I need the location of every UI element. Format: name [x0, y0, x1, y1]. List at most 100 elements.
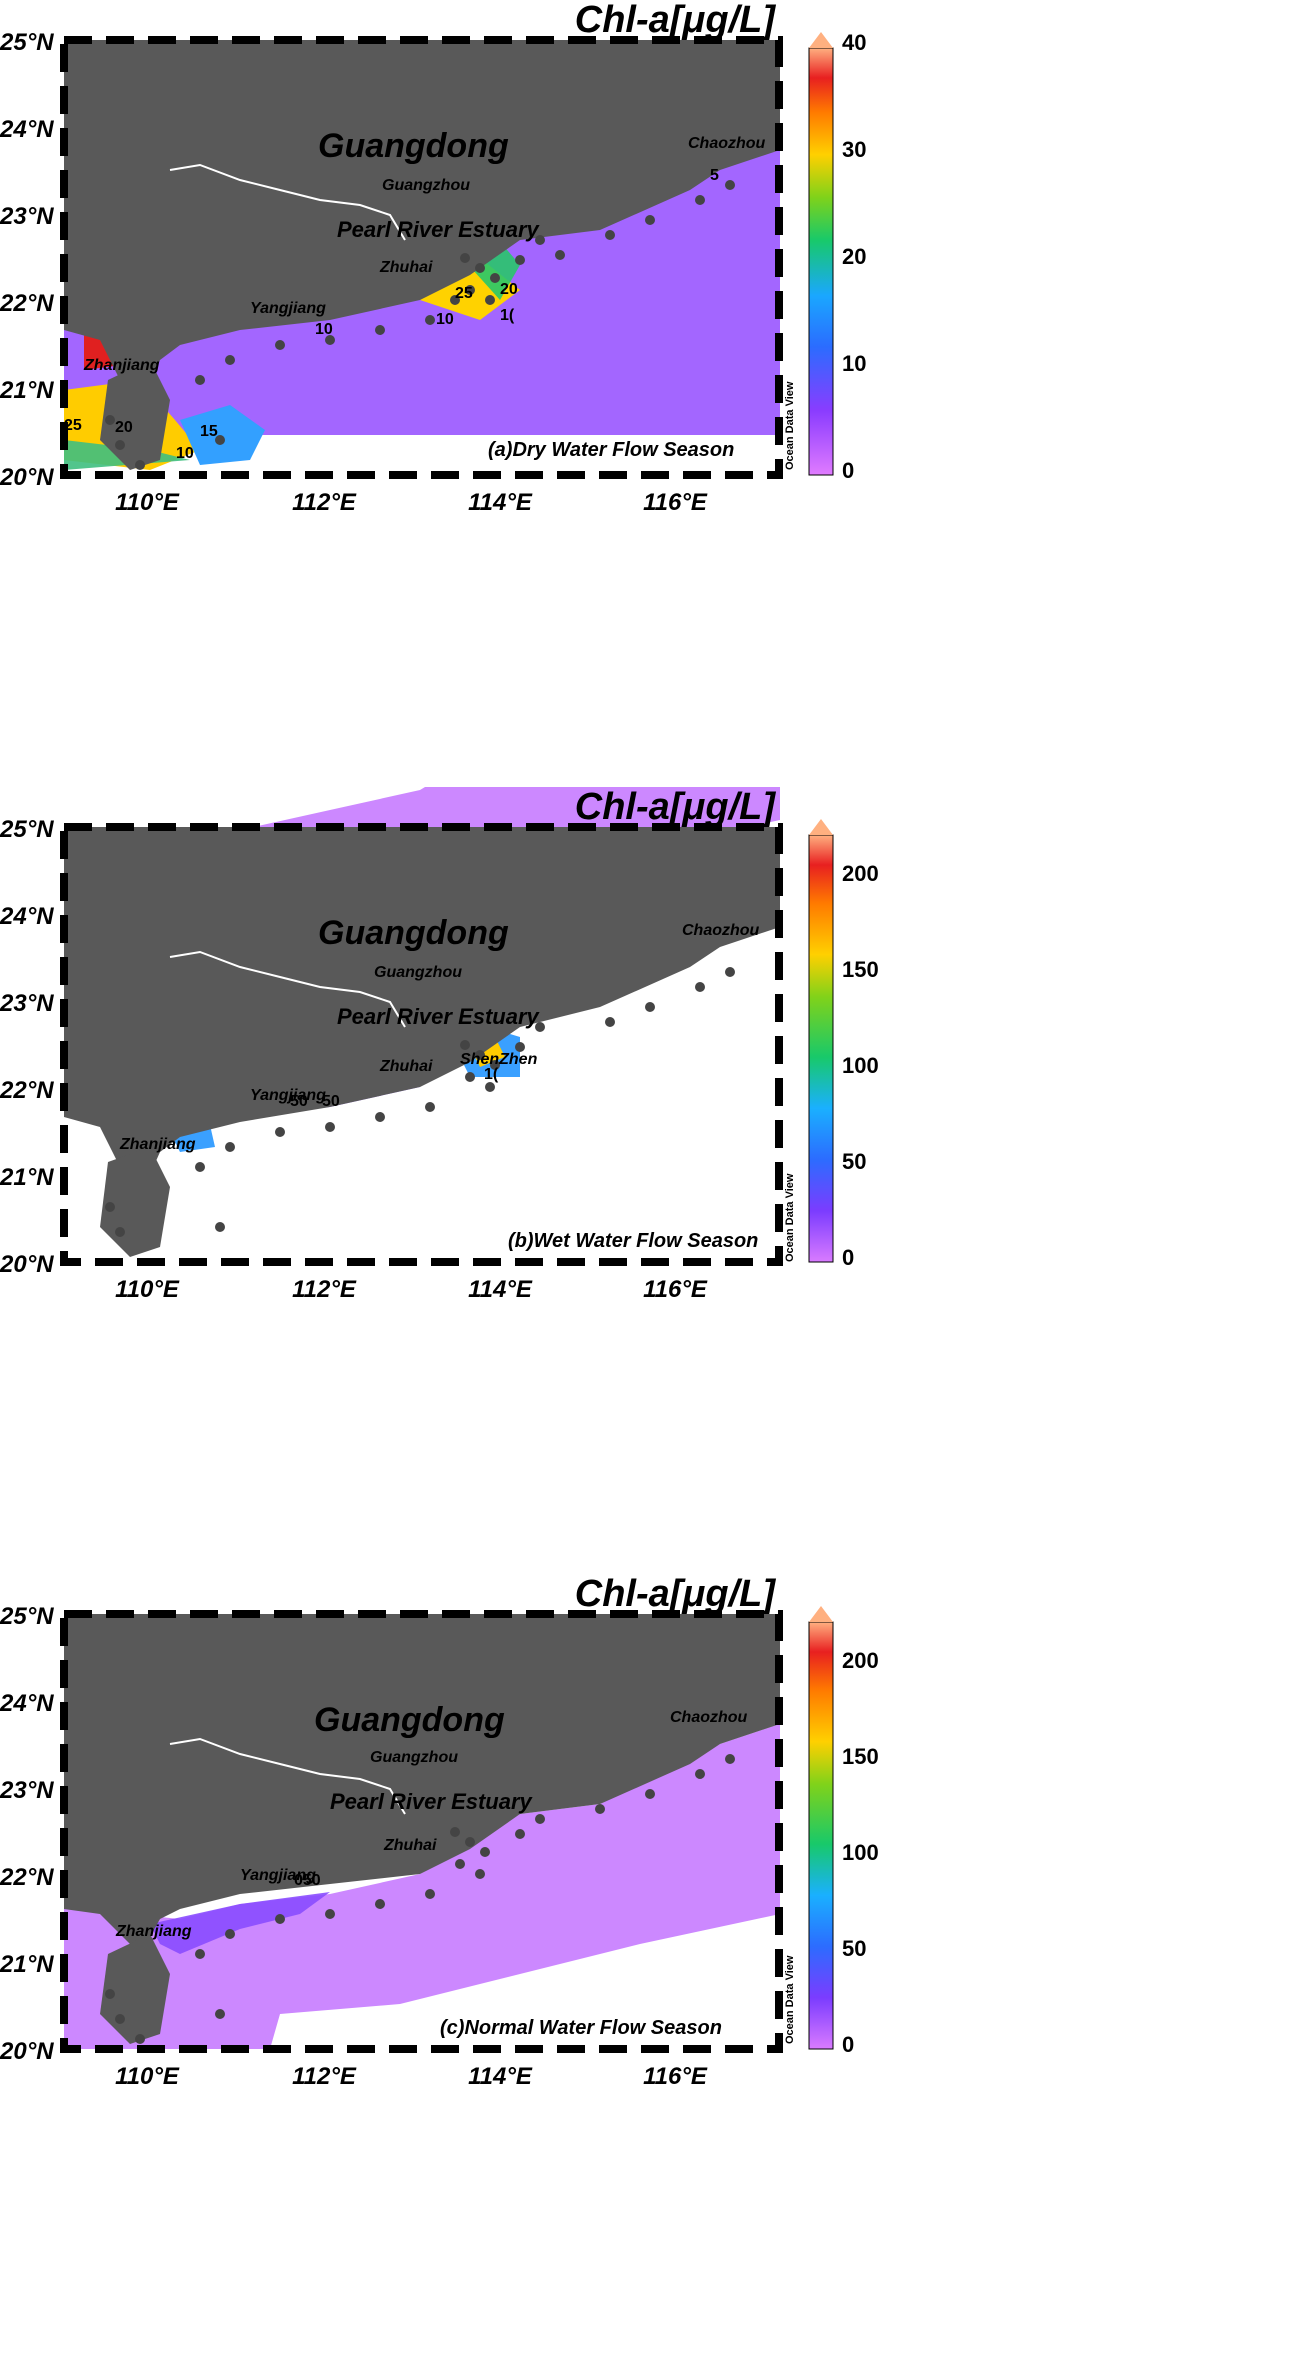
- contour-label: 50: [322, 1093, 340, 1110]
- colorbar-arrow: [809, 1606, 833, 1622]
- station-points: [105, 1754, 735, 2044]
- lon-axis-labels: 110°E 112°E 114°E 116°E: [115, 1276, 708, 1303]
- lat-label: 23°N: [0, 990, 54, 1017]
- lat-label: 21°N: [0, 377, 54, 404]
- axis-frame: [60, 1610, 783, 2053]
- land-guangdong: [64, 827, 780, 1197]
- label-guangzhou: Guangzhou: [374, 964, 462, 981]
- colorbar-ticks: 200 150 100 50 0: [842, 861, 879, 1270]
- lon-label: 110°E: [115, 489, 180, 516]
- contour-label: 50: [290, 1093, 308, 1110]
- lon-label: 112°E: [292, 1276, 357, 1303]
- colorbar-ticks: 200 150 100 50 0: [842, 1648, 879, 2057]
- colorbar-tick: 0: [842, 458, 854, 483]
- odv-watermark: Ocean Data View: [784, 1173, 796, 1262]
- lon-label: 116°E: [643, 489, 708, 516]
- lat-label: 24°N: [0, 116, 54, 143]
- colorbar-tick: 50: [842, 1936, 866, 1961]
- colorbar-ticks: 40 30 20 10 0: [842, 30, 866, 483]
- contour-labels: 5 10 20 25 10 20 15 10 25 1(: [64, 167, 719, 462]
- lat-label: 22°N: [0, 1864, 54, 1891]
- label-guangdong: Guangdong: [318, 914, 509, 952]
- colorbar-tick: 30: [842, 137, 866, 162]
- river-line: [169, 163, 406, 241]
- colorbar-tick: 0: [842, 1245, 854, 1270]
- contour-label: 25: [455, 285, 473, 302]
- lon-label: 114°E: [468, 489, 533, 516]
- map-wet-season: 25°N 24°N 23°N 22°N 21°N 20°N 110°E 112°…: [0, 787, 879, 1574]
- lat-label: 21°N: [0, 1951, 54, 1978]
- lat-label: 20°N: [0, 2038, 54, 2065]
- colorbar-tick: 10: [842, 351, 866, 376]
- label-yangjiang: Yangjiang: [240, 1867, 316, 1884]
- lat-label: 22°N: [0, 1077, 54, 1104]
- colorbar-tick: 40: [842, 30, 866, 55]
- lon-label: 114°E: [468, 2063, 533, 2090]
- colorbar-tick: 20: [842, 244, 866, 269]
- contour-labels: 50 50 1(: [290, 1066, 499, 1110]
- colorbar-title: Chl-a[μg/L]: [575, 1574, 777, 1615]
- contour-label: 10: [176, 445, 194, 462]
- river-line: [169, 1737, 406, 1815]
- blue-patch: [180, 405, 265, 465]
- lat-label: 20°N: [0, 1251, 54, 1278]
- contour-label: 050: [294, 1872, 321, 1889]
- contour-label: 20: [115, 419, 133, 436]
- label-guangdong: Guangdong: [314, 1701, 505, 1739]
- colorbar-tick: 50: [842, 1149, 866, 1174]
- contour-label: 15: [200, 423, 218, 440]
- station-points: [105, 180, 735, 470]
- lat-label: 20°N: [0, 464, 54, 491]
- label-zhanjiang: Zhanjiang: [119, 1136, 196, 1153]
- lat-label: 23°N: [0, 203, 54, 230]
- station-points: [105, 967, 735, 1237]
- label-zhanjiang: Zhanjiang: [83, 357, 160, 374]
- lon-label: 110°E: [115, 2063, 180, 2090]
- colorbar-tick: 100: [842, 1840, 879, 1865]
- colorbar-tick: 200: [842, 861, 879, 886]
- colorbar: [808, 47, 834, 476]
- panel-caption: (b)Wet Water Flow Season: [508, 1230, 758, 1252]
- lat-axis-labels: 25°N 24°N 23°N 22°N 21°N 20°N: [0, 29, 54, 491]
- colorbar-arrow: [809, 32, 833, 48]
- axis-frame: [60, 823, 783, 1266]
- label-guangdong: Guangdong: [318, 127, 509, 165]
- axis-frame: [60, 36, 783, 479]
- label-pearl-river-estuary: Pearl River Estuary: [337, 1004, 541, 1029]
- label-guangzhou: Guangzhou: [370, 1749, 458, 1766]
- label-chaozhou: Chaozhou: [682, 922, 760, 939]
- label-pearl-river-estuary: Pearl River Estuary: [330, 1789, 534, 1814]
- lat-label: 25°N: [0, 816, 54, 843]
- lat-label: 25°N: [0, 29, 54, 56]
- colorbar: [808, 834, 834, 1263]
- map-frame: [64, 1352, 779, 1574]
- lon-label: 116°E: [643, 2063, 708, 2090]
- lon-label: 110°E: [115, 1276, 180, 1303]
- panel-normal-season: 25°N 24°N 23°N 22°N 21°N 20°N 110°E 112°…: [0, 1574, 1306, 2361]
- contour-label: 10: [315, 321, 333, 338]
- river-line: [169, 950, 406, 1028]
- contour-label: 10: [436, 311, 454, 328]
- lon-label: 112°E: [292, 489, 357, 516]
- colorbar-tick: 200: [842, 1648, 879, 1673]
- lat-axis-labels: 25°N 24°N 23°N 22°N 21°N 20°N: [0, 1603, 54, 2065]
- colorbar-title: Chl-a[μg/L]: [575, 787, 777, 828]
- land-leizhou: [100, 1147, 170, 1257]
- map-normal-season: 25°N 24°N 23°N 22°N 21°N 20°N 110°E 112°…: [0, 1574, 879, 2090]
- lon-axis-labels: 110°E 112°E 114°E 116°E: [115, 2063, 708, 2090]
- label-pearl-river-estuary: Pearl River Estuary: [337, 217, 541, 242]
- odv-watermark: Ocean Data View: [784, 1955, 796, 2044]
- label-zhuhai: Zhuhai: [379, 259, 433, 276]
- contour-label: 20: [500, 281, 518, 298]
- lat-label: 22°N: [0, 290, 54, 317]
- map-dry-season: 25°N 24°N 23°N 22°N 21°N 20°N 110°E 112°…: [0, 0, 866, 516]
- panel-wet-season: 25°N 24°N 23°N 22°N 21°N 20°N 110°E 112°…: [0, 787, 1306, 1574]
- contour-label: 1(: [484, 1066, 499, 1083]
- colorbar-tick: 150: [842, 957, 879, 982]
- lat-label: 25°N: [0, 1603, 54, 1630]
- contour-label: 5: [710, 167, 719, 184]
- colorbar-tick: 100: [842, 1053, 879, 1078]
- land-guangdong: [64, 1614, 780, 1954]
- colorbar-arrow: [809, 819, 833, 835]
- lon-label: 112°E: [292, 2063, 357, 2090]
